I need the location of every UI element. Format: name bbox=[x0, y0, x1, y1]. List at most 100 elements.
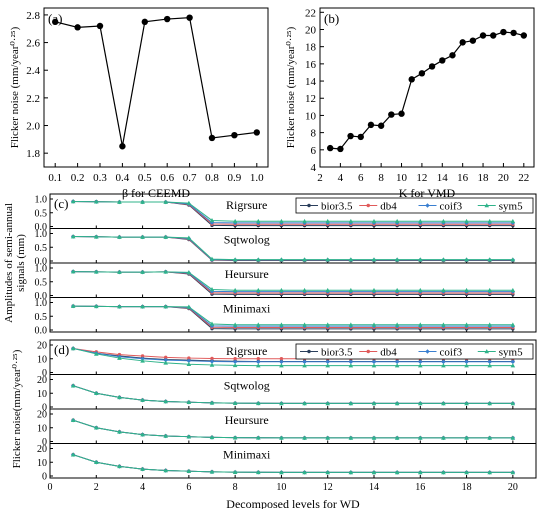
data-point bbox=[348, 435, 354, 440]
data-point bbox=[279, 435, 284, 440]
data-point bbox=[70, 234, 76, 239]
data-point bbox=[325, 287, 331, 293]
y-tick-label: 20 bbox=[305, 24, 317, 36]
data-point bbox=[325, 435, 331, 440]
series-line-bior3.5 bbox=[72, 419, 513, 439]
y-tick-label: 0.0 bbox=[35, 291, 48, 302]
chart-c: 0.00.51.0 Rigrsure bior3.5 db4 coif3 sym50.00… bbox=[3, 193, 537, 337]
data-point bbox=[510, 359, 516, 364]
data-point bbox=[510, 29, 517, 37]
subplot-title: Sqtwolog bbox=[224, 379, 270, 393]
series-line-coif3 bbox=[73, 271, 513, 293]
data-point bbox=[209, 256, 215, 261]
y-tick-label: 20 bbox=[37, 375, 47, 386]
y-tick-label: 20 bbox=[37, 444, 47, 455]
legend-label-bior3.5: bior3.5 bbox=[321, 347, 353, 359]
data-point bbox=[366, 203, 370, 208]
data-point bbox=[279, 287, 284, 293]
x-tick-label: 0.6 bbox=[160, 172, 174, 184]
plot-frame bbox=[49, 228, 537, 264]
data-point bbox=[140, 304, 145, 309]
data-point bbox=[140, 397, 145, 402]
y-tick-label: 18 bbox=[305, 42, 317, 54]
data-point bbox=[233, 357, 237, 361]
series-line-sym5 bbox=[72, 385, 513, 404]
data-point bbox=[371, 257, 377, 262]
data-point bbox=[253, 129, 260, 136]
legend-label-bior3.5: bior3.5 bbox=[321, 201, 353, 213]
series-line-db4 bbox=[72, 419, 513, 439]
legend-label-db4: db4 bbox=[380, 347, 397, 359]
data-point bbox=[140, 354, 145, 358]
data-point bbox=[348, 218, 354, 224]
y-tick-label: 1.8 bbox=[26, 148, 40, 160]
data-point bbox=[325, 401, 331, 406]
data-point bbox=[255, 363, 261, 368]
data-point bbox=[232, 287, 238, 293]
data-point bbox=[441, 257, 446, 262]
data-point bbox=[232, 322, 238, 327]
data-point bbox=[487, 359, 492, 364]
data-point bbox=[367, 121, 375, 129]
data-point bbox=[279, 322, 284, 327]
data-point bbox=[96, 22, 104, 30]
y-tick-label: 0.0 bbox=[35, 222, 48, 233]
data-point bbox=[500, 28, 507, 36]
data-point bbox=[209, 362, 215, 367]
data-point bbox=[163, 468, 169, 473]
data-point bbox=[140, 234, 145, 239]
data-point bbox=[302, 218, 307, 224]
y-tick-label: 0 bbox=[42, 472, 47, 483]
data-point bbox=[510, 287, 516, 293]
series-line-bior3.5 bbox=[73, 271, 513, 295]
series-line-sym5 bbox=[73, 271, 513, 291]
y-tick-label: 0.5 bbox=[35, 277, 48, 288]
y-tick-label: 0.5 bbox=[35, 243, 48, 254]
data-point bbox=[371, 470, 377, 475]
x-tick-label: 0.4 bbox=[116, 172, 130, 184]
subplot-minimaxi: 0 10 20 Minimaxi bbox=[37, 443, 537, 483]
data-point bbox=[186, 434, 192, 439]
data-point bbox=[417, 322, 423, 327]
data-point bbox=[464, 287, 469, 293]
series-line-coif3 bbox=[72, 419, 513, 439]
data-point bbox=[371, 218, 377, 224]
legend-frame bbox=[295, 343, 534, 360]
series-line-sym5 bbox=[73, 236, 513, 261]
series-line-db4 bbox=[72, 454, 513, 473]
data-point bbox=[279, 363, 284, 368]
legend-label-coif3: coif3 bbox=[440, 201, 463, 213]
subplot-rigrsure: 0.0 0.5 1.0 Rigrsure bior3.5 db4 coif3 sym5 bbox=[35, 193, 537, 233]
x-tick-label: 2 bbox=[317, 172, 323, 184]
data-point bbox=[325, 470, 331, 475]
x-tick-label: 6 bbox=[186, 482, 191, 493]
data-point bbox=[510, 363, 516, 368]
x-tick-label: 12 bbox=[323, 482, 333, 493]
series-line-coif3 bbox=[72, 454, 513, 473]
series-line-coif3 bbox=[73, 305, 513, 327]
data-point bbox=[388, 111, 395, 118]
data-point bbox=[209, 359, 215, 364]
series-line-sym5 bbox=[73, 305, 513, 326]
y-tick-label: 1.0 bbox=[35, 264, 48, 275]
x-tick-label: 8 bbox=[378, 172, 384, 184]
legend-label-sym5: sym5 bbox=[499, 347, 523, 359]
data-point bbox=[459, 39, 466, 46]
series-line-bior3.5 bbox=[72, 454, 513, 473]
data-point bbox=[408, 76, 415, 83]
x-tick-label: 12 bbox=[416, 172, 427, 184]
data-point bbox=[417, 363, 423, 368]
data-point bbox=[441, 363, 446, 368]
subplot-minimaxi: 0.0 0.5 1.0 Minimaxi bbox=[35, 297, 537, 337]
data-point bbox=[366, 349, 370, 354]
data-point bbox=[210, 356, 214, 361]
data-point bbox=[163, 399, 169, 404]
subplot-title: Heursure bbox=[225, 413, 269, 427]
data-point bbox=[441, 435, 446, 440]
x-tick-label: 20 bbox=[508, 482, 518, 493]
data-point bbox=[163, 433, 169, 438]
plot-frame bbox=[49, 297, 537, 333]
data-point bbox=[510, 435, 516, 440]
data-point bbox=[487, 257, 493, 262]
data-point bbox=[140, 358, 145, 363]
